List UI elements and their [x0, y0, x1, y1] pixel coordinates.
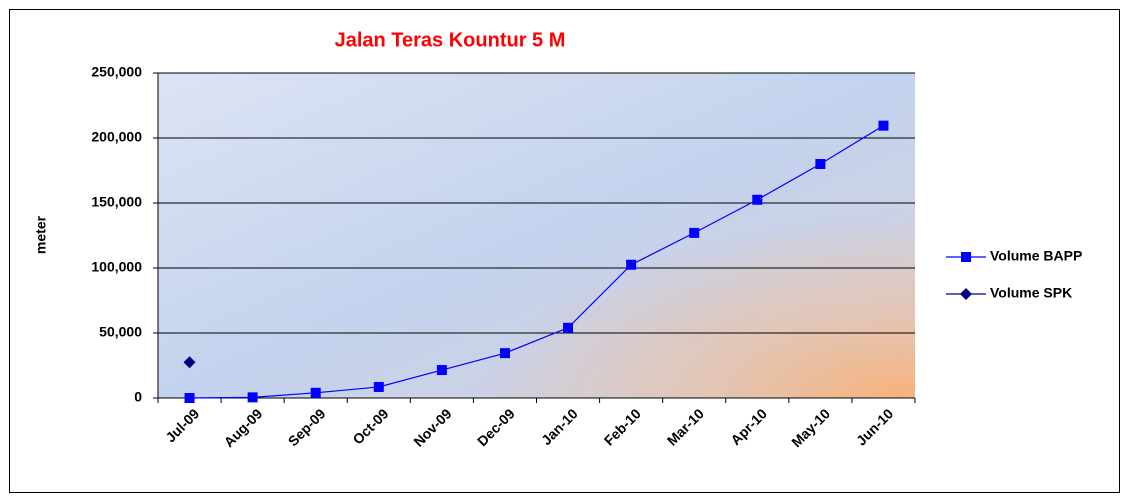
- marker: [499, 348, 510, 359]
- legend-marker: [960, 288, 972, 300]
- chart-title: Jalan Teras Kountur 5 M: [335, 29, 566, 51]
- marker: [184, 393, 195, 403]
- marker: [878, 120, 889, 131]
- marker: [689, 227, 700, 238]
- legend-label: Volume BAPP: [990, 248, 1082, 264]
- marker: [247, 392, 258, 403]
- marker: [626, 259, 637, 270]
- y-tick-label: 150,000: [91, 194, 142, 210]
- marker: [752, 194, 763, 205]
- plot-shade: [158, 73, 915, 398]
- marker: [563, 322, 574, 333]
- y-tick-label: 50,000: [99, 324, 142, 340]
- legend-label: Volume SPK: [990, 285, 1072, 301]
- marker: [183, 356, 196, 369]
- marker: [373, 381, 384, 392]
- y-tick-label: 100,000: [91, 259, 142, 275]
- legend-marker: [961, 252, 971, 262]
- y-tick-label: 200,000: [91, 129, 142, 145]
- y-axis-label: meter: [33, 215, 49, 254]
- y-tick-label: 250,000: [91, 64, 142, 80]
- marker: [310, 387, 321, 398]
- y-tick-label: 0: [134, 389, 142, 405]
- marker: [436, 365, 447, 376]
- series-line: [189, 125, 884, 399]
- marker: [815, 159, 826, 169]
